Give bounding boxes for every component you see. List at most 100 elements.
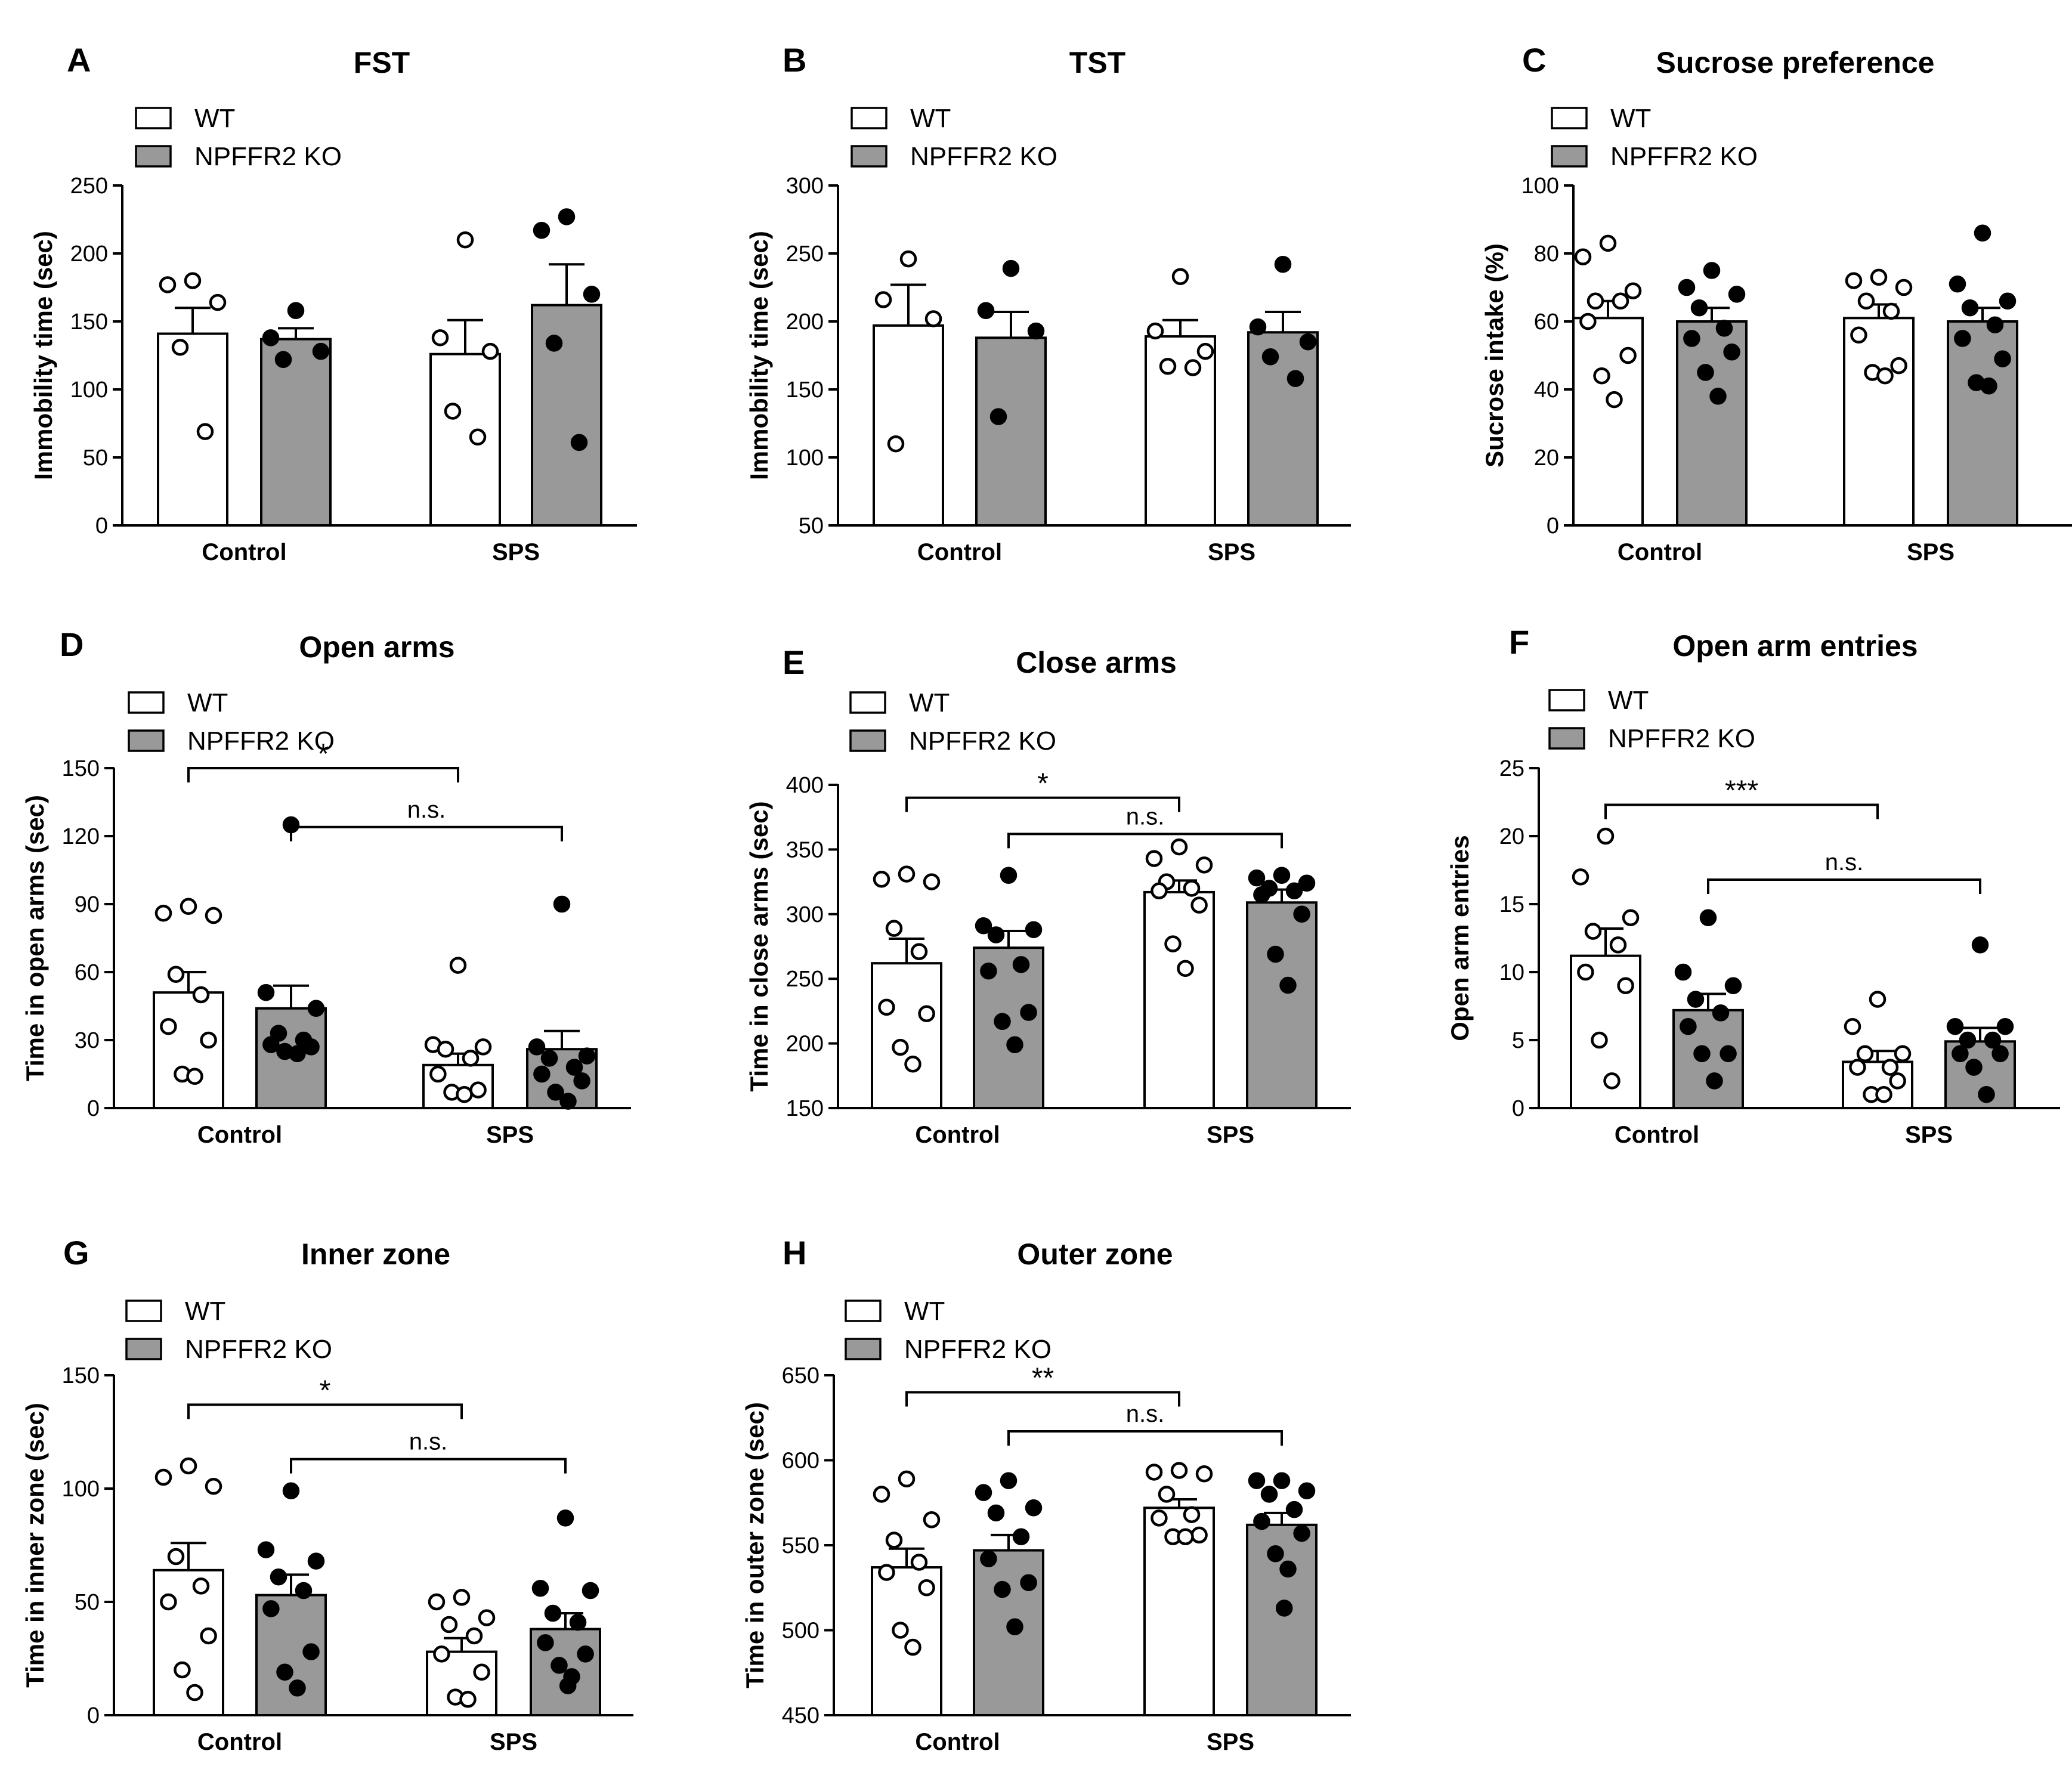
- data-point: [1996, 1017, 2014, 1035]
- legend-label: NPFFR2 KO: [194, 142, 342, 171]
- data-point: [1703, 262, 1721, 279]
- data-point: [270, 1568, 287, 1586]
- x-tick-label: SPS: [486, 1122, 534, 1148]
- panel-title: TST: [1069, 46, 1125, 79]
- data-point: [1177, 1528, 1194, 1545]
- data-point: [1184, 359, 1202, 376]
- data-point: [1606, 391, 1623, 409]
- y-tick-label: 5: [1512, 1028, 1524, 1053]
- legend-swatch: [845, 1338, 882, 1360]
- data-point: [474, 1038, 492, 1056]
- data-point: [154, 1468, 172, 1486]
- y-tick-label: 250: [786, 967, 824, 992]
- y-tick-label: 300: [786, 902, 824, 927]
- data-point: [437, 1040, 454, 1058]
- data-point: [1249, 318, 1267, 336]
- bar: [1246, 901, 1318, 1109]
- data-point: [878, 1564, 895, 1581]
- data-point: [1723, 344, 1740, 361]
- data-point: [885, 920, 903, 937]
- data-point: [1253, 1512, 1270, 1530]
- data-point: [473, 1663, 490, 1681]
- data-point: [975, 917, 992, 935]
- y-axis-label: Immobility time (sec): [29, 231, 57, 480]
- panel-letter: B: [783, 41, 806, 79]
- data-point: [885, 1532, 903, 1549]
- x-tick-label: SPS: [492, 539, 540, 565]
- data-point: [312, 342, 330, 360]
- data-point: [459, 1691, 477, 1708]
- data-point: [873, 871, 890, 888]
- legend-swatch: [849, 729, 886, 752]
- data-point: [975, 1484, 992, 1501]
- data-point: [1267, 1545, 1284, 1563]
- data-point: [274, 351, 292, 369]
- panel-f: F Open arm entries WT NPFFR2 KO 0 5 10 15 20 25 Op…: [1446, 623, 2060, 1148]
- data-point: [1587, 292, 1604, 310]
- significance-label: **: [1032, 1363, 1054, 1394]
- data-point: [1978, 1085, 1995, 1103]
- data-point: [1145, 850, 1163, 867]
- data-point: [558, 208, 576, 225]
- legend-label: NPFFR2 KO: [1610, 142, 1758, 171]
- data-point: [910, 1554, 928, 1571]
- data-point: [892, 1038, 909, 1056]
- legend-swatch: [125, 1338, 162, 1360]
- legend-label: NPFFR2 KO: [904, 1335, 1052, 1364]
- y-tick-label: 300: [786, 174, 824, 199]
- data-point: [533, 221, 551, 239]
- legend-label: WT: [909, 688, 950, 717]
- panel-title: Close arms: [1016, 646, 1177, 679]
- legend-swatch: [1548, 689, 1585, 711]
- data-point: [544, 1604, 562, 1622]
- data-point: [160, 1593, 177, 1611]
- data-point: [1881, 1059, 1899, 1076]
- data-point: [440, 1616, 458, 1634]
- data-point: [209, 293, 227, 311]
- data-point: [1697, 364, 1714, 381]
- data-point: [200, 1627, 217, 1645]
- legend-swatch: [845, 1300, 882, 1322]
- data-point: [1961, 299, 1979, 317]
- data-point: [559, 1677, 577, 1694]
- data-point: [1609, 936, 1627, 954]
- data-point: [433, 1645, 450, 1663]
- data-point: [196, 423, 214, 440]
- data-point: [537, 1634, 554, 1651]
- data-point: [1285, 1501, 1303, 1518]
- data-point: [1980, 378, 1997, 395]
- data-point: [1965, 1059, 1983, 1076]
- data-point: [1952, 1045, 1969, 1063]
- data-point: [186, 1068, 203, 1085]
- data-point: [1954, 330, 1971, 347]
- data-point: [1279, 976, 1297, 994]
- data-point: [205, 1477, 222, 1495]
- panel-letter: D: [60, 626, 84, 663]
- y-tick-label: 100: [62, 1477, 100, 1502]
- data-point: [1267, 945, 1284, 963]
- data-point: [1171, 268, 1189, 286]
- data-point: [1177, 960, 1194, 977]
- significance-bracket: [1707, 878, 1981, 894]
- data-point: [1869, 991, 1887, 1008]
- significance-bracket: [187, 1403, 463, 1419]
- y-tick-label: 200: [786, 310, 824, 335]
- x-tick-label: Control: [197, 1729, 282, 1755]
- data-point: [892, 1622, 909, 1639]
- y-tick-label: 150: [70, 310, 108, 335]
- bar: [1247, 331, 1319, 527]
- data-point: [1195, 1465, 1213, 1483]
- legend-label: WT: [194, 104, 235, 133]
- y-tick-label: 600: [782, 1449, 819, 1474]
- data-point: [1293, 905, 1310, 923]
- data-point: [180, 898, 197, 915]
- data-point: [1876, 367, 1894, 385]
- data-point: [1678, 279, 1696, 296]
- panel-title: FST: [354, 46, 410, 79]
- data-point: [1579, 313, 1597, 330]
- y-axis-label: Time in outer zone (sec): [741, 1402, 769, 1688]
- data-point: [456, 1085, 473, 1103]
- significance-label: n.s.: [1126, 803, 1164, 830]
- data-point: [904, 1638, 921, 1656]
- data-point: [1285, 882, 1303, 900]
